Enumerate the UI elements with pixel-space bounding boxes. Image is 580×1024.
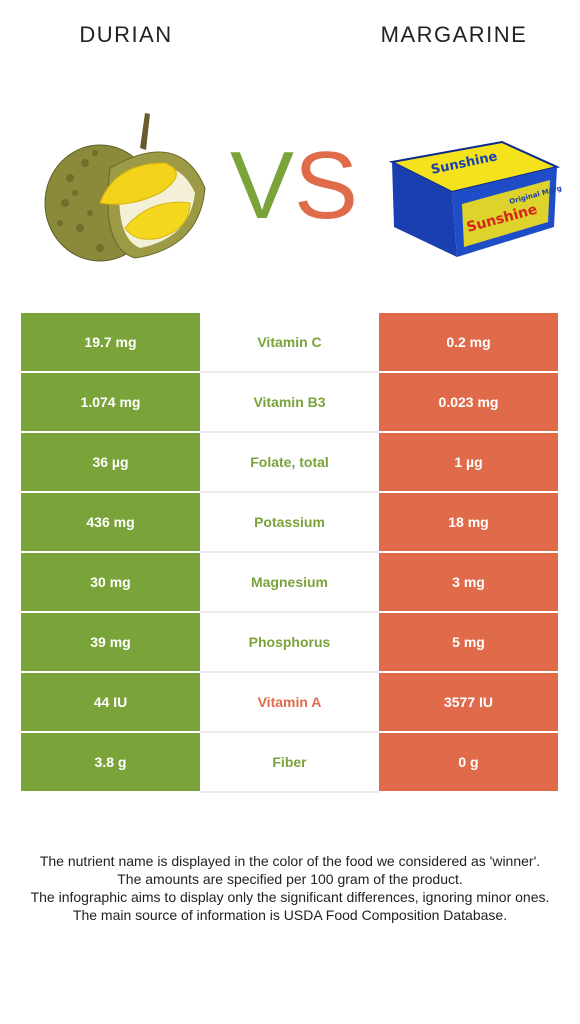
left-value: 30 mg <box>21 553 200 613</box>
table-row: 44 IU Vitamin A 3577 IU <box>21 673 558 733</box>
left-value: 1.074 mg <box>21 373 200 433</box>
note-3: The infographic aims to display only the… <box>30 889 550 905</box>
note-1: The nutrient name is displayed in the co… <box>39 853 541 869</box>
right-value: 0.2 mg <box>379 313 558 373</box>
nutrient-name: Fiber <box>200 733 379 793</box>
right-value: 0.023 mg <box>379 373 558 433</box>
nutrient-name: Vitamin A <box>200 673 379 733</box>
table-row: 19.7 mg Vitamin C 0.2 mg <box>21 313 558 373</box>
vs-label: VS <box>230 138 358 234</box>
left-value: 3.8 g <box>21 733 200 793</box>
footnotes: The nutrient name is displayed in the co… <box>20 852 560 924</box>
nutrient-name: Vitamin B3 <box>200 373 379 433</box>
note-2: The amounts are specified per 100 gram o… <box>117 871 463 887</box>
comparison-table: 19.7 mg Vitamin C 0.2 mg 1.074 mg Vitamin B3… <box>21 313 558 793</box>
table-row: 36 µg Folate, total 1 µg <box>21 433 558 493</box>
right-value: 0 g <box>379 733 558 793</box>
left-value: 44 IU <box>21 673 200 733</box>
left-value: 19.7 mg <box>21 313 200 373</box>
table-row: 39 mg Phosphorus 5 mg <box>21 613 558 673</box>
vs-s: S <box>294 132 359 239</box>
right-value: 3 mg <box>379 553 558 613</box>
note-4: The main source of information is USDA F… <box>72 907 508 923</box>
table-row: 3.8 g Fiber 0 g <box>21 733 558 793</box>
table-row: 436 mg Potassium 18 mg <box>21 493 558 553</box>
nutrient-name: Folate, total <box>200 433 379 493</box>
right-value: 3577 IU <box>379 673 558 733</box>
table-row: 30 mg Magnesium 3 mg <box>21 553 558 613</box>
right-food-title: MARGARINE <box>380 22 528 47</box>
right-value: 1 µg <box>379 433 558 493</box>
vs-v: V <box>230 132 295 239</box>
left-value: 36 µg <box>21 433 200 493</box>
nutrient-name: Potassium <box>200 493 379 553</box>
left-food-title: DURIAN <box>79 22 173 47</box>
left-value: 436 mg <box>21 493 200 553</box>
nutrient-name: Vitamin C <box>200 313 379 373</box>
nutrient-name: Phosphorus <box>200 613 379 673</box>
right-value: 5 mg <box>379 613 558 673</box>
right-value: 18 mg <box>379 493 558 553</box>
durian-image <box>44 113 206 262</box>
left-value: 39 mg <box>21 613 200 673</box>
nutrient-name: Magnesium <box>200 553 379 613</box>
table-row: 1.074 mg Vitamin B3 0.023 mg <box>21 373 558 433</box>
margarine-package-image: Sunshine Sunshine Original Margarine <box>388 140 562 257</box>
